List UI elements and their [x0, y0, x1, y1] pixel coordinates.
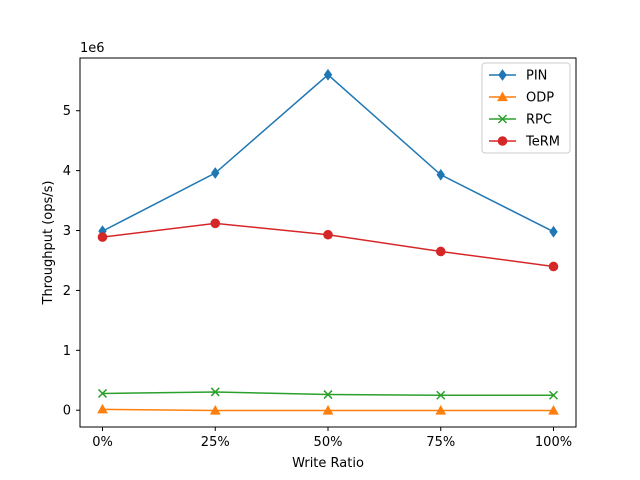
- data-point: [436, 168, 445, 181]
- x-tick-label: 0%: [92, 435, 113, 450]
- y-tick-label: 2: [63, 284, 71, 299]
- legend-label: RPC: [526, 113, 552, 128]
- legend-label: TeRM: [525, 135, 560, 150]
- data-point: [435, 404, 447, 415]
- x-tick-label: 75%: [426, 435, 455, 450]
- x-tick-label: 50%: [314, 435, 343, 450]
- data-point: [211, 167, 220, 179]
- y-tick-label: 4: [63, 164, 71, 179]
- series-term: [97, 218, 559, 272]
- data-point: [548, 261, 559, 272]
- legend-entry: ODP: [489, 91, 554, 106]
- x-tick-label: 100%: [535, 435, 572, 450]
- plot-area: [97, 68, 559, 415]
- legend-marker: [498, 69, 507, 81]
- legend-box: [481, 62, 571, 154]
- y-axis: 0 1 2 3 4 5: [63, 104, 80, 419]
- data-point: [97, 403, 108, 414]
- legend-marker: [497, 91, 508, 102]
- y-tick-label: 0: [63, 404, 71, 419]
- data-point: [435, 246, 446, 257]
- legend-entry: RPC: [489, 113, 552, 128]
- data-point: [322, 404, 334, 415]
- data-point: [548, 390, 559, 400]
- legend-entry: TeRM: [489, 135, 560, 150]
- series-line: [102, 222, 554, 268]
- x-tick-label: 25%: [201, 435, 230, 450]
- y-offset-label: 1e6: [80, 41, 105, 56]
- series-odp: [97, 403, 559, 415]
- series-rpc: [97, 387, 559, 400]
- data-point: [323, 390, 333, 400]
- legend: PIN ODP RPC TeRM: [481, 62, 571, 154]
- data-point: [210, 218, 221, 229]
- legend-label: PIN: [526, 69, 547, 84]
- legend-label: ODP: [526, 91, 554, 106]
- legend-entry: PIN: [489, 69, 547, 84]
- x-axis-label: Write Ratio: [292, 456, 364, 471]
- data-point: [209, 404, 221, 415]
- data-point: [210, 387, 220, 397]
- data-point: [97, 232, 108, 242]
- legend-marker: [497, 136, 508, 146]
- y-tick-label: 1: [63, 344, 71, 359]
- x-axis: 0% 25% 50% 75% 100%: [92, 427, 572, 450]
- y-tick-label: 5: [63, 104, 71, 119]
- y-tick-label: 3: [63, 224, 71, 239]
- legend-marker: [497, 114, 508, 124]
- series-pin: [98, 68, 558, 238]
- data-point: [323, 68, 333, 81]
- data-point: [549, 225, 558, 238]
- data-point: [436, 390, 446, 400]
- data-point: [97, 388, 108, 398]
- y-axis-label: Throughput (ops/s): [41, 181, 56, 306]
- data-point: [323, 229, 333, 240]
- data-point: [548, 404, 559, 415]
